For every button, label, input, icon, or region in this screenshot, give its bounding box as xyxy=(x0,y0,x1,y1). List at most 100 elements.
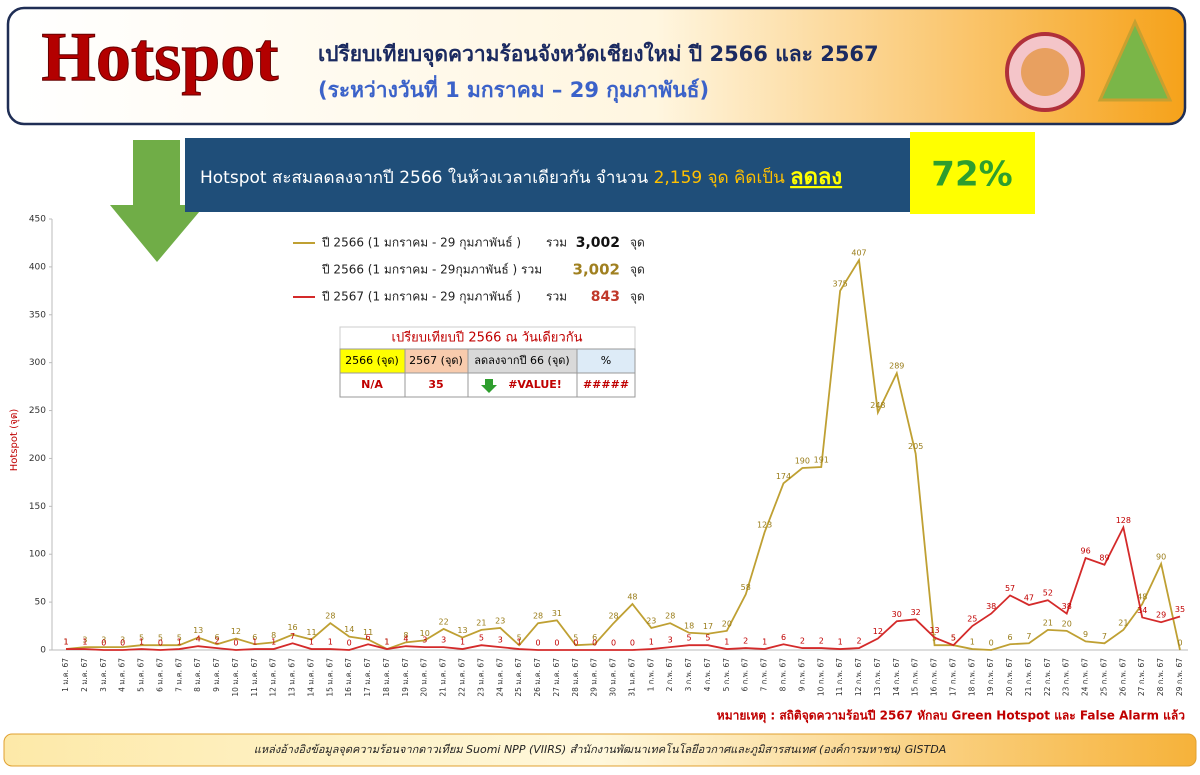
banner-text: Hotspot สะสมลดลงจากปี 2566 ในห้วงเวลาเดี… xyxy=(200,165,842,190)
header-heading: เปรียบเทียบจุดความร้อนจังหวัดเชียงใหม่ ป… xyxy=(318,41,879,68)
x-tick-label: 27 ก.พ. 67 xyxy=(1137,658,1146,696)
data-label: 34 xyxy=(1137,606,1147,615)
data-label: 191 xyxy=(814,456,829,465)
data-label: 5 xyxy=(951,634,956,643)
data-label: 0 xyxy=(158,639,163,648)
data-label: 0 xyxy=(611,639,616,648)
x-tick-label: 13 ม.ค. 67 xyxy=(288,658,297,697)
x-tick-label: 29 ม.ค. 67 xyxy=(590,658,599,697)
data-label: 29 xyxy=(1156,611,1166,620)
data-label: 0 xyxy=(1177,639,1182,648)
x-tick-label: 6 ก.พ. 67 xyxy=(741,658,750,692)
data-label: 28 xyxy=(533,612,543,621)
data-label: 6 xyxy=(215,633,220,642)
y-tick-label: 350 xyxy=(29,310,46,320)
data-label: 1 xyxy=(328,638,333,647)
data-label: 1 xyxy=(309,638,314,647)
logo-left-inner xyxy=(1021,48,1069,96)
y-tick-label: 0 xyxy=(40,646,46,656)
data-label: 2 xyxy=(215,637,220,646)
data-label: 3 xyxy=(422,636,427,645)
x-tick-label: 12 ม.ค. 67 xyxy=(269,658,278,697)
data-label: 1 xyxy=(271,638,276,647)
percent-box xyxy=(910,132,1035,214)
x-tick-label: 12 ก.พ. 67 xyxy=(854,658,863,696)
legend-sum: รวม xyxy=(546,290,567,304)
x-tick-label: 18 ก.พ. 67 xyxy=(967,658,976,696)
data-label: 1 xyxy=(838,638,843,647)
data-label: 10 xyxy=(420,629,430,638)
x-tick-label: 28 ก.พ. 67 xyxy=(1156,658,1165,696)
legend-label: ปี 2566 (1 มกราคม - 29 กุมภาพันธ์ ) xyxy=(321,236,521,251)
header-title: Hotspot xyxy=(41,19,278,96)
x-tick-label: 19 ม.ค. 67 xyxy=(401,658,410,697)
data-label: 1 xyxy=(63,638,68,647)
data-label: 48 xyxy=(627,593,637,602)
x-tick-label: 24 ก.พ. 67 xyxy=(1081,658,1090,696)
x-tick-label: 9 ม.ค. 67 xyxy=(212,658,221,692)
data-label: 1 xyxy=(970,638,975,647)
banner-percent: 72% xyxy=(931,155,1012,195)
banner xyxy=(185,138,910,212)
y-axis-title: Hotspot (จุด) xyxy=(9,409,20,472)
data-label: 1 xyxy=(63,638,68,647)
legend-sum: รวม xyxy=(546,236,567,250)
x-tick-label: 7 ม.ค. 67 xyxy=(174,658,183,692)
y-tick-label: 150 xyxy=(29,502,46,512)
data-label: 0 xyxy=(630,639,635,648)
data-label: 17 xyxy=(703,622,713,631)
table-value: ##### xyxy=(583,378,629,391)
data-label: 31 xyxy=(552,609,562,618)
legend-unit: จุด xyxy=(630,290,645,305)
data-label: 5 xyxy=(705,634,710,643)
x-tick-label: 22 ก.พ. 67 xyxy=(1043,658,1052,696)
legend-label: ปี 2567 (1 มกราคม - 29 กุมภาพันธ์ ) xyxy=(321,290,521,305)
y-tick-label: 200 xyxy=(29,454,46,464)
x-tick-label: 19 ก.พ. 67 xyxy=(986,658,995,696)
data-label: 11 xyxy=(363,628,373,637)
x-tick-label: 13 ก.พ. 67 xyxy=(873,658,882,696)
data-label: 20 xyxy=(722,619,732,628)
data-label: 123 xyxy=(757,521,772,530)
y-tick-label: 250 xyxy=(29,406,46,416)
x-tick-label: 21 ม.ค. 67 xyxy=(439,658,448,697)
data-label: 23 xyxy=(646,616,656,625)
data-label: 12 xyxy=(873,627,883,636)
x-tick-label: 22 ม.ค. 67 xyxy=(458,658,467,697)
x-tick-label: 5 ก.พ. 67 xyxy=(722,658,731,692)
data-label: 5 xyxy=(517,634,522,643)
legend-unit: จุด xyxy=(630,236,645,251)
x-tick-label: 8 ก.พ. 67 xyxy=(778,658,787,692)
data-label: 21 xyxy=(476,618,486,627)
x-tick-label: 27 ม.ค. 67 xyxy=(552,658,561,697)
x-tick-label: 2 ม.ค. 67 xyxy=(80,658,89,692)
data-label: 22 xyxy=(439,617,449,626)
data-table: เปรียบเทียบปี 2566 ณ วันเดียวกัน 2566 (จ… xyxy=(339,326,636,398)
data-label: 1 xyxy=(724,638,729,647)
data-label: 13 xyxy=(457,626,467,635)
x-tick-label: 23 ม.ค. 67 xyxy=(476,658,485,697)
x-tick-label: 7 ก.พ. 67 xyxy=(760,658,769,692)
data-label: 28 xyxy=(325,612,335,621)
x-tick-label: 18 ม.ค. 67 xyxy=(382,658,391,697)
data-label: 25 xyxy=(967,615,977,624)
series-line xyxy=(65,257,1181,651)
data-label: 190 xyxy=(795,457,810,466)
x-tick-label: 29 ก.พ. 67 xyxy=(1175,658,1184,696)
x-tick-label: 17 ก.พ. 67 xyxy=(948,658,957,696)
data-label: 248 xyxy=(870,401,885,410)
data-label: 57 xyxy=(1005,584,1015,593)
legend-total: 3,002 xyxy=(573,261,620,279)
table-value: N/A xyxy=(361,378,383,391)
series-line xyxy=(66,524,1181,651)
data-label: 3 xyxy=(82,636,87,645)
data-label: 1 xyxy=(82,638,87,647)
footer-bar xyxy=(3,733,1197,767)
data-label: 52 xyxy=(1043,589,1053,598)
data-label: 58 xyxy=(741,583,751,592)
data-label: 6 xyxy=(366,633,371,642)
arrow xyxy=(110,140,205,262)
data-label: 1 xyxy=(252,638,257,647)
data-label: 38 xyxy=(986,602,996,611)
